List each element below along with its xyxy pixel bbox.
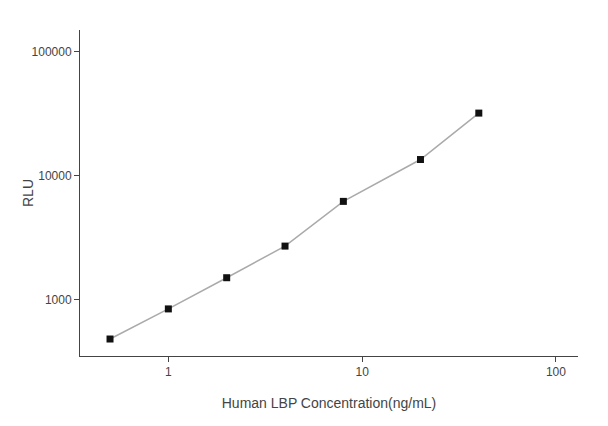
svg-text:RLU: RLU bbox=[20, 179, 36, 207]
svg-text:100000: 100000 bbox=[32, 45, 72, 59]
svg-text:100: 100 bbox=[546, 365, 566, 379]
svg-text:1000: 1000 bbox=[45, 293, 72, 307]
svg-text:Human LBP Concentration(ng/mL): Human LBP Concentration(ng/mL) bbox=[222, 395, 437, 411]
svg-text:10000: 10000 bbox=[38, 169, 72, 183]
svg-text:10: 10 bbox=[355, 365, 369, 379]
svg-text:1: 1 bbox=[165, 365, 172, 379]
